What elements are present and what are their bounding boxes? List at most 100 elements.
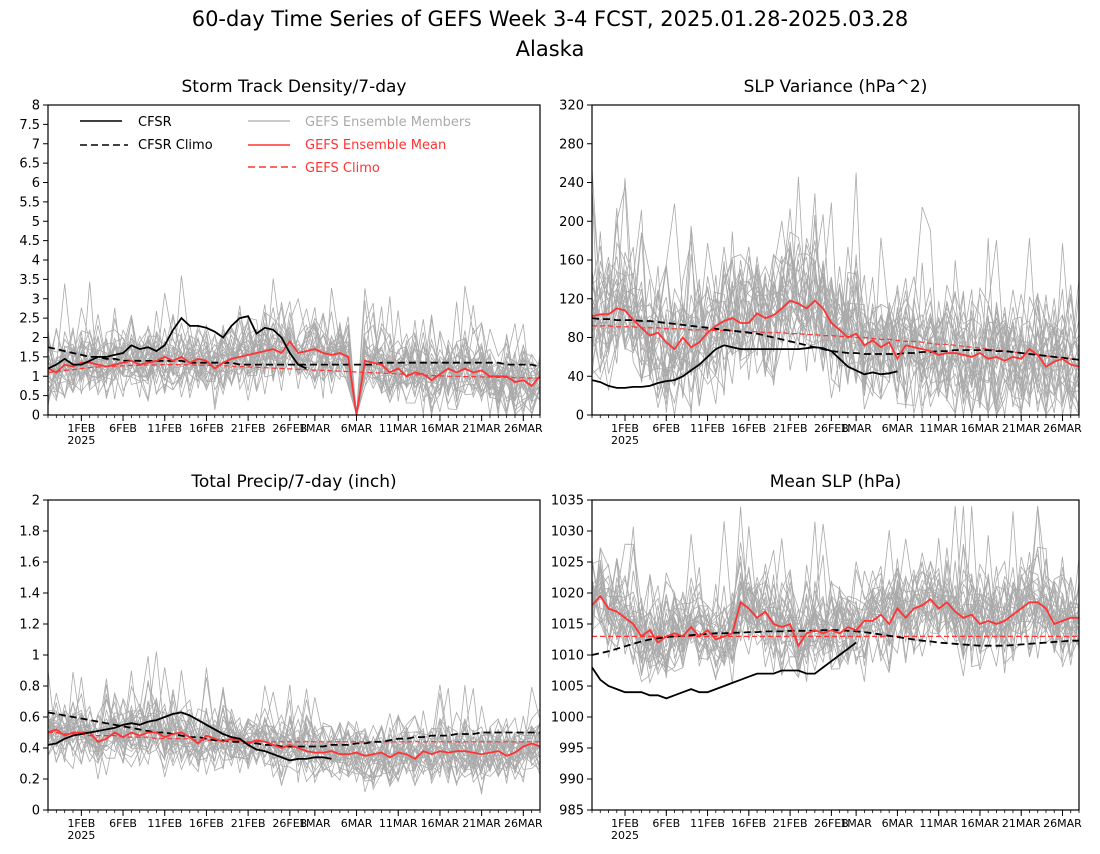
- x-tick-label: 1FEB: [67, 422, 95, 435]
- x-tick-label: 21FEB: [231, 817, 266, 830]
- series-line-cfsr: [592, 641, 857, 700]
- ensemble-member-line: [48, 651, 540, 784]
- x-tick-label: 16FEB: [189, 817, 224, 830]
- x-tick-label: 21FEB: [773, 817, 808, 830]
- x-tick-label: 21MAR: [1002, 422, 1041, 435]
- y-tick-label: 1: [32, 649, 40, 664]
- series-line-cfsr-climo: [48, 711, 540, 748]
- plot-frame: [591, 499, 1080, 811]
- ensemble-member-line: [592, 178, 1079, 404]
- x-tick-label: 1MAR: [299, 422, 331, 435]
- y-tick-label: 80: [567, 331, 584, 346]
- series-line-cfsr: [592, 344, 898, 389]
- x-tick-label: 26FEB: [814, 817, 849, 830]
- panel-title: Storm Track Density/7-day: [182, 77, 407, 97]
- y-tick-label: 995: [559, 742, 584, 757]
- x-tick-label: 16MAR: [421, 817, 460, 830]
- y-tick-label: 6.5: [19, 157, 40, 172]
- x-tick-label: 11MAR: [919, 817, 958, 830]
- legend-cfsr-climo-label: CFSR Climo: [138, 138, 213, 153]
- x-tick-label: 21MAR: [462, 817, 501, 830]
- ensemble-member-line: [48, 715, 540, 777]
- y-tick-label: 985: [559, 804, 584, 819]
- ensemble-member-line: [592, 234, 1079, 415]
- series-line-gefs-ensemble-mean: [592, 299, 1079, 368]
- y-tick-label: 6: [32, 176, 40, 191]
- x-tick-label: 16FEB: [189, 422, 224, 435]
- y-tick-label: 1035: [551, 494, 584, 509]
- ensemble-member-line: [592, 222, 1079, 415]
- ensemble-member-line: [592, 219, 1079, 415]
- x-tick-label: 21FEB: [231, 422, 266, 435]
- panel-title: Total Precip/7-day (inch): [190, 472, 396, 492]
- y-tick-label: 2: [32, 494, 40, 509]
- panel-slp-variance: SLP Variance (hPa^2) 0 40 80 120 160 200 240 280…: [559, 77, 1082, 447]
- y-tick-label: 0: [32, 804, 40, 819]
- legend-ens-mean-label: GEFS Ensemble Mean: [305, 138, 446, 153]
- series-line-gefs-climo: [48, 731, 540, 743]
- y-tick-label: 0.4: [19, 742, 40, 757]
- x-tick-label: 1FEB: [611, 422, 639, 435]
- panel-total-precip: Total Precip/7-day (inch)00.20.40.60.811…: [19, 472, 543, 842]
- y-tick-label: 0: [576, 409, 584, 424]
- series-line-gefs-ensemble-mean: [48, 339, 540, 415]
- ensemble-member-line: [592, 559, 1079, 665]
- ensemble-member-line: [592, 547, 1079, 673]
- x-tick-label: 11FEB: [690, 817, 725, 830]
- x-tick-label: 6MAR: [882, 422, 914, 435]
- plot-frame: [47, 104, 541, 416]
- ensemble-member-line: [48, 310, 540, 415]
- y-tick-label: 1.2: [19, 618, 40, 633]
- series-line-gefs-ensemble-mean: [592, 594, 1079, 648]
- panel-storm-track-density: Storm Track Density/7-day 0 0.5 1 1.5 2 2.5 3 3.…: [19, 77, 543, 447]
- x-tick-label: 26FEB: [272, 817, 307, 830]
- y-tick-label: 1000: [551, 711, 584, 726]
- ensemble-member-line: [592, 203, 1079, 407]
- x-tick-label: 1FEB: [611, 817, 639, 830]
- series-line-gefs-climo: [592, 325, 1079, 361]
- ensemble-member-line: [592, 202, 1079, 415]
- y-tick-label: 0: [32, 409, 40, 424]
- series-line-gefs-climo: [48, 364, 540, 379]
- y-tick-label: 40: [567, 370, 584, 385]
- ensemble-member-line: [48, 708, 540, 781]
- x-tick-label: 26FEB: [272, 422, 307, 435]
- y-tick-label: 5.5: [19, 195, 40, 210]
- y-tick-label: 240: [559, 176, 584, 191]
- x-tick-label: 26MAR: [1043, 422, 1082, 435]
- x-tick-label: 11FEB: [690, 422, 725, 435]
- y-tick-label: 1.5: [19, 350, 40, 365]
- legend: CFSR CFSR Climo GEFS Ensemble Members GE…: [80, 115, 471, 176]
- y-tick-label: 0.5: [19, 389, 40, 404]
- x-tick-sublabel: 2025: [67, 829, 95, 842]
- ensemble-member-line: [48, 288, 540, 415]
- x-tick-label: 1MAR: [840, 422, 872, 435]
- ensemble-member-line: [592, 506, 1079, 679]
- ensemble-member-line: [592, 191, 1079, 407]
- figure-subtitle: Alaska: [516, 37, 585, 61]
- x-tick-label: 26MAR: [1043, 817, 1082, 830]
- x-tick-label: 11MAR: [379, 422, 418, 435]
- ensemble-member-line: [592, 506, 1079, 670]
- ensemble-member-line: [592, 237, 1079, 415]
- ensemble-member-line: [592, 186, 1079, 415]
- plot-frame: [591, 104, 1080, 416]
- x-tick-label: 11FEB: [147, 817, 182, 830]
- panel-mean-slp: Mean SLP (hPa) 985 990 995 1000 1005 1010 1015 1…: [551, 472, 1082, 842]
- x-tick-sublabel: 2025: [611, 434, 639, 447]
- y-tick-label: 4.5: [19, 234, 40, 249]
- y-tick-label: 1010: [551, 649, 584, 664]
- x-tick-label: 26MAR: [504, 817, 543, 830]
- x-tick-label: 21FEB: [773, 422, 808, 435]
- y-tick-label: 1030: [551, 525, 584, 540]
- y-tick-label: 2.5: [19, 312, 40, 327]
- x-tick-label: 16MAR: [961, 422, 1000, 435]
- y-tick-label: 2: [32, 331, 40, 346]
- series-line-cfsr: [48, 315, 307, 370]
- y-tick-label: 5: [32, 215, 40, 230]
- x-tick-label: 26MAR: [504, 422, 543, 435]
- x-tick-label: 11FEB: [147, 422, 182, 435]
- ensemble-member-line: [48, 304, 540, 415]
